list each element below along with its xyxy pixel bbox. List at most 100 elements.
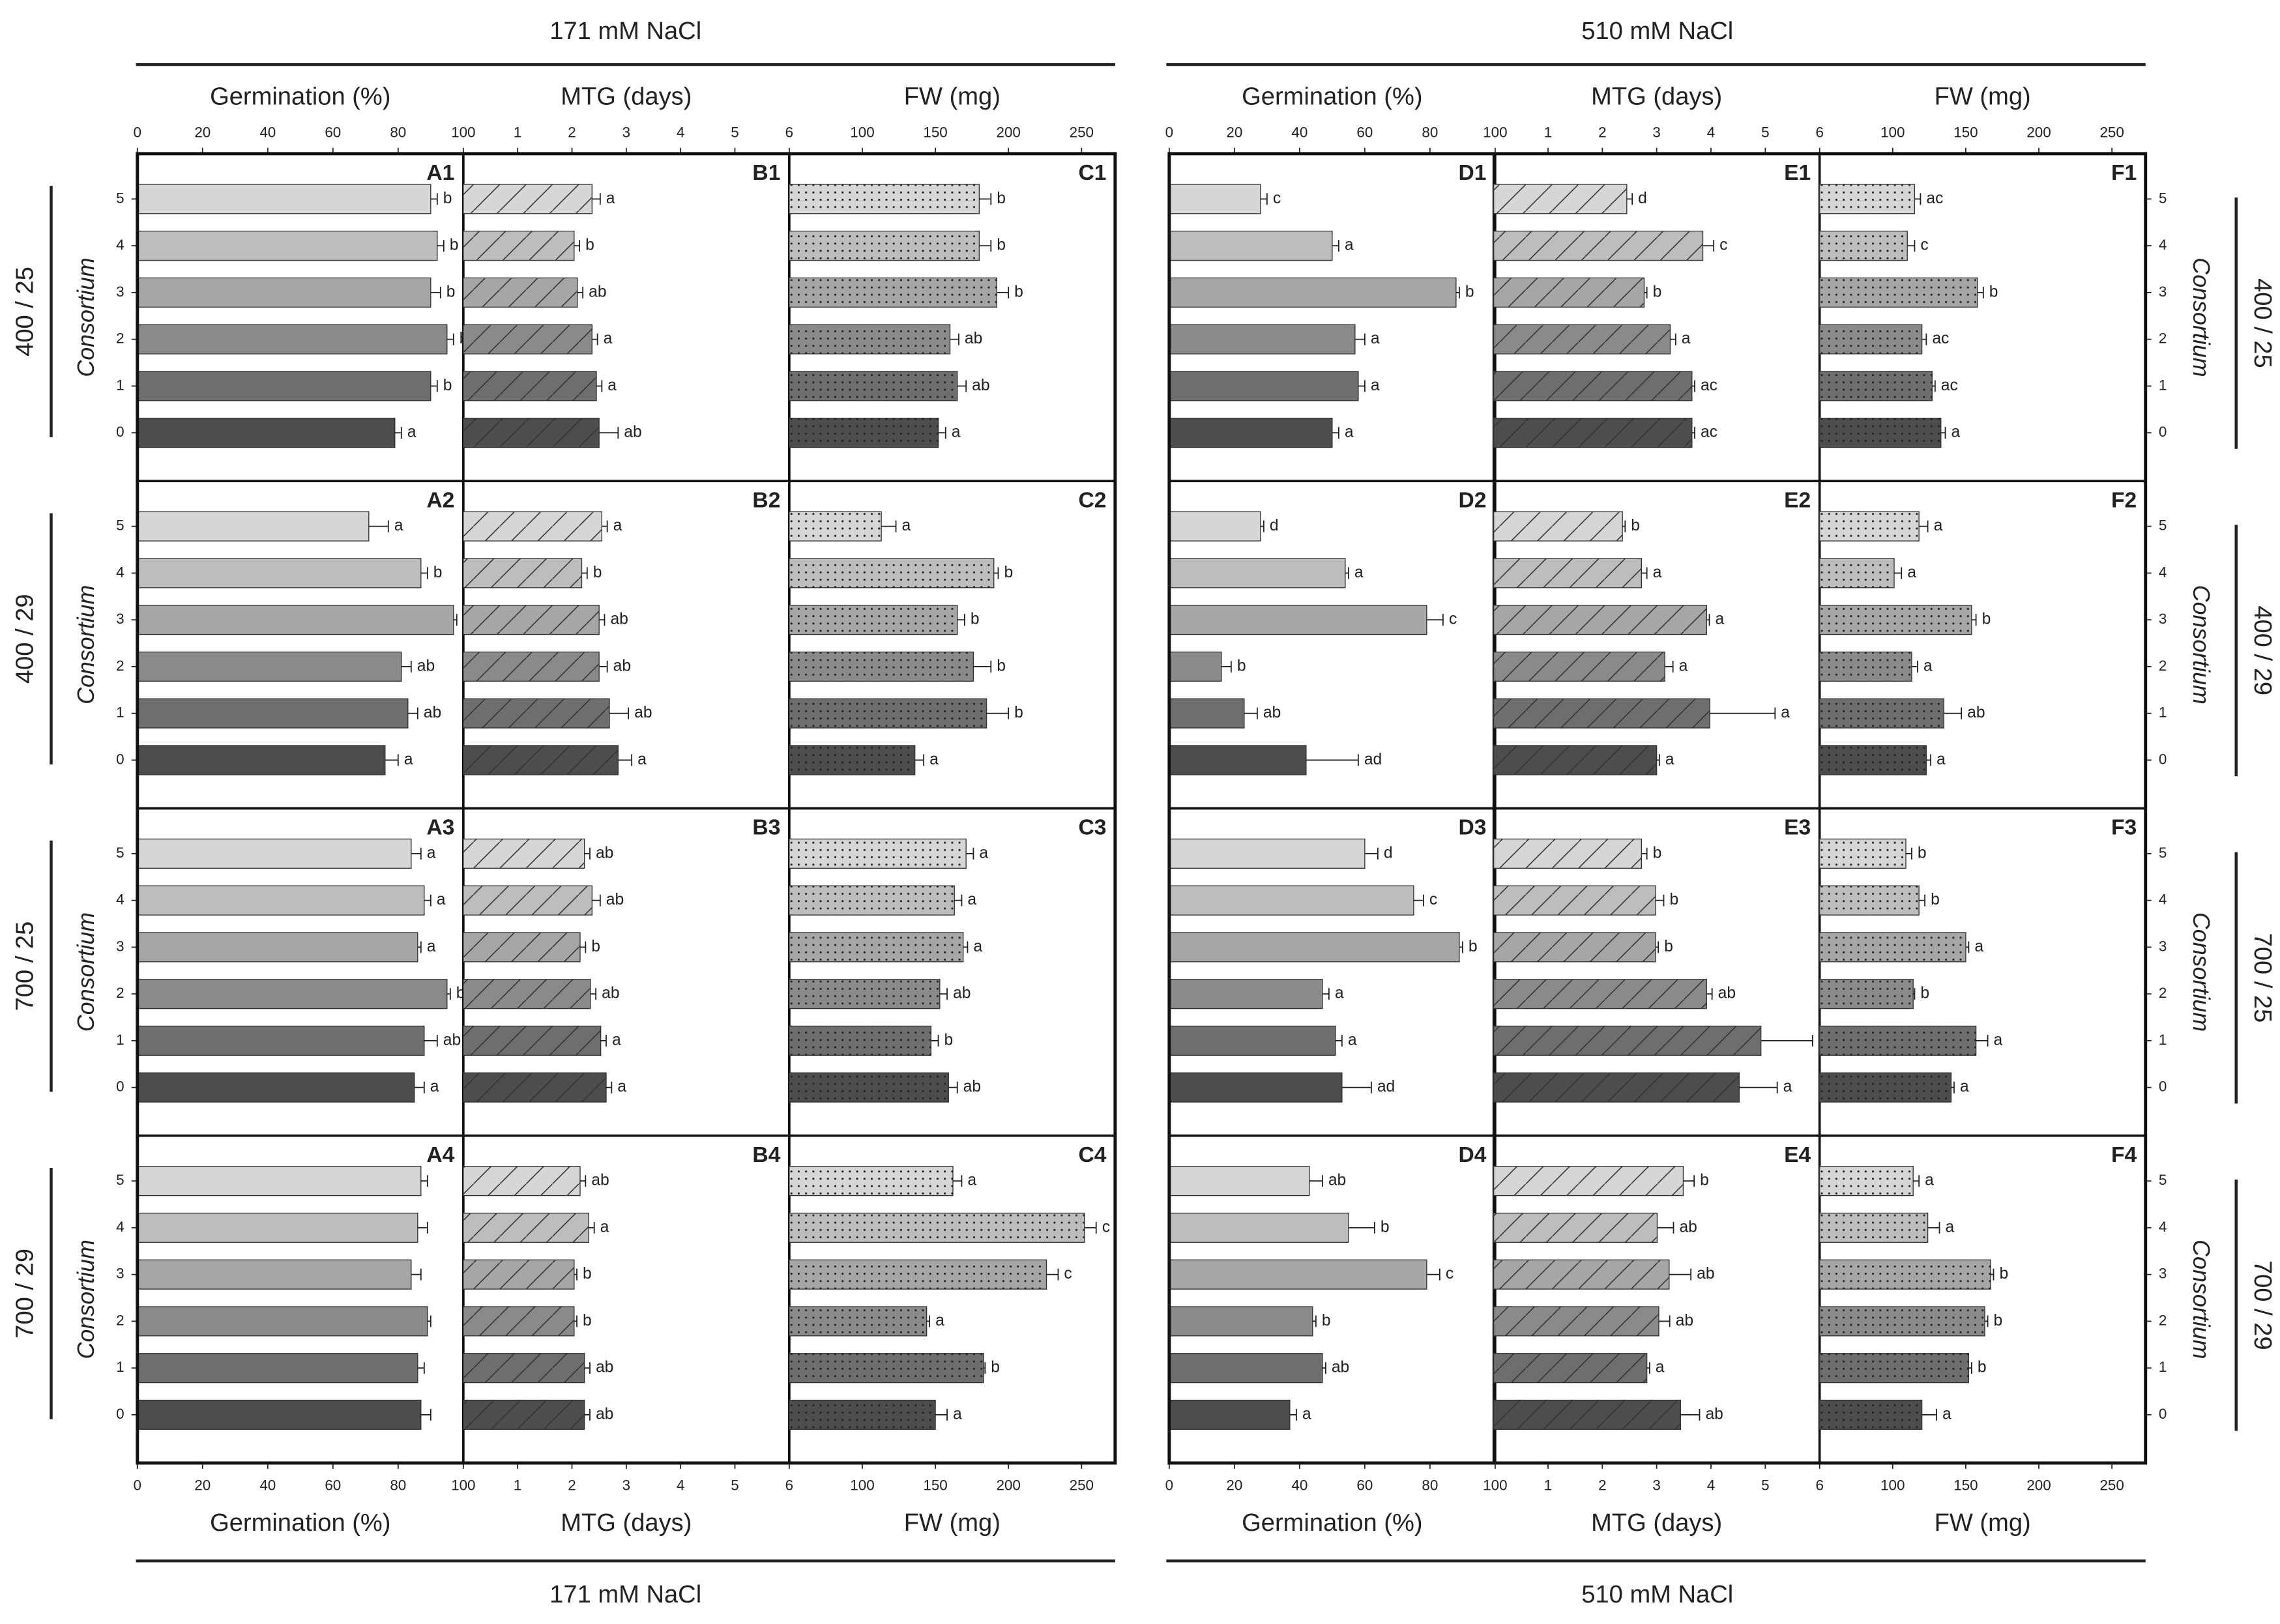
error-bar	[574, 1268, 577, 1281]
y-tick-label: 4	[116, 892, 124, 908]
error-bar	[1322, 1362, 1326, 1374]
x-tick-label: 0	[134, 124, 141, 140]
bar	[1169, 605, 1427, 635]
significance-letter: b	[997, 657, 1006, 674]
bar	[137, 511, 370, 542]
x-tick-label: 250	[2099, 1477, 2124, 1494]
x-tick-label: 150	[1953, 124, 1978, 140]
significance-letter: ad	[1377, 1078, 1395, 1095]
x-tick-label: 250	[2099, 124, 2124, 140]
significance-letter: ab	[424, 704, 441, 721]
significance-letter: ab	[1332, 1359, 1349, 1376]
y-tick-label: 0	[2159, 1406, 2167, 1422]
error-bar	[1644, 286, 1648, 298]
error-bar	[914, 754, 925, 766]
significance-letter: b	[991, 1359, 1000, 1376]
error-bar	[1306, 754, 1359, 766]
error-bar	[592, 193, 601, 205]
bar-pattern	[1493, 605, 1707, 635]
x-tick-label: 1	[514, 124, 521, 140]
significance-letter: a	[979, 844, 988, 862]
significance-letter: a	[606, 190, 615, 207]
x-tick-label: 150	[1953, 1477, 1978, 1494]
error-bar	[618, 754, 633, 766]
x-tick-label: 1	[1544, 1477, 1552, 1494]
x-tick-label: 2	[568, 1477, 576, 1494]
error-bar	[417, 1221, 428, 1234]
bar	[137, 698, 409, 729]
x-tick-label: 5	[731, 124, 738, 140]
group-title: 510 mM NaCl	[1581, 18, 1733, 45]
error-bar	[950, 333, 959, 345]
y-tick-label: 2	[2159, 330, 2167, 347]
bar-pattern	[463, 325, 592, 355]
bar-pattern	[1493, 1353, 1647, 1383]
error-bar	[1655, 941, 1659, 953]
error-bar	[1426, 614, 1444, 626]
bar-pattern	[1819, 371, 1933, 401]
y-tick-label: 1	[116, 1359, 124, 1375]
error-bar	[1965, 941, 1970, 953]
error-bar	[966, 847, 974, 860]
error-bar	[948, 1081, 958, 1094]
bar-pattern	[1493, 1400, 1681, 1430]
bar-pattern	[463, 745, 619, 775]
error-bar	[437, 240, 445, 252]
y-tick-label: 3	[116, 1266, 124, 1282]
bar-pattern	[789, 979, 940, 1009]
y-tick-label: 2	[2159, 658, 2167, 674]
significance-letter: a	[427, 938, 436, 955]
row-label: 700 / 29	[2249, 1260, 2276, 1350]
bar	[137, 1399, 422, 1430]
x-axis-label: MTG (days)	[1591, 83, 1722, 111]
error-bar	[446, 988, 451, 1000]
error-bar	[1922, 1408, 1937, 1421]
error-bar	[931, 1034, 939, 1047]
x-tick-label: 60	[1356, 1477, 1373, 1494]
bar-pattern	[1819, 1073, 1951, 1103]
error-bar	[592, 333, 598, 345]
error-bar	[1669, 1268, 1692, 1281]
significance-letter: a	[1783, 1078, 1792, 1095]
error-bar	[602, 520, 608, 532]
significance-letter: ab	[1705, 1405, 1723, 1423]
significance-letter: ab	[965, 330, 982, 347]
significance-letter: b	[583, 1265, 592, 1283]
significance-letter: b	[433, 564, 443, 581]
x-axis-label: Germination (%)	[210, 1509, 390, 1537]
error-bar	[1260, 520, 1264, 532]
significance-letter: a	[1345, 424, 1354, 441]
error-bar	[1703, 240, 1715, 252]
error-bar	[1951, 1081, 1955, 1094]
panel-label: A4	[426, 1143, 454, 1167]
error-bar	[579, 1175, 587, 1187]
y-tick-label: 1	[116, 704, 124, 721]
x-tick-label: 3	[1652, 1477, 1660, 1494]
bar	[137, 605, 454, 635]
x-tick-label: 200	[2026, 124, 2051, 140]
bar	[137, 418, 396, 448]
x-tick-label: 5	[1761, 1477, 1769, 1494]
significance-letter: a	[437, 891, 446, 908]
significance-letter: a	[1679, 657, 1688, 674]
bar-pattern	[463, 184, 592, 214]
bar-pattern	[789, 1400, 936, 1430]
error-bar	[1332, 240, 1339, 252]
significance-letter: ab	[1718, 985, 1736, 1002]
error-bar	[411, 847, 422, 860]
bar	[1169, 1166, 1310, 1196]
bar-pattern	[1493, 652, 1665, 682]
significance-letter: a	[1345, 237, 1354, 254]
bar	[1169, 979, 1323, 1009]
error-bar	[411, 1268, 422, 1281]
x-axis-label: FW (mg)	[1935, 1509, 2031, 1537]
significance-letter: d	[1270, 517, 1279, 534]
error-bar	[584, 1362, 591, 1374]
significance-letter: b	[1982, 611, 1991, 628]
row-label: 700 / 29	[11, 1249, 38, 1339]
significance-letter: a	[1302, 1405, 1311, 1423]
bar-pattern	[789, 839, 967, 869]
error-bar	[1656, 754, 1660, 766]
x-tick-label: 100	[1880, 1477, 1905, 1494]
error-bar	[1932, 380, 1936, 392]
